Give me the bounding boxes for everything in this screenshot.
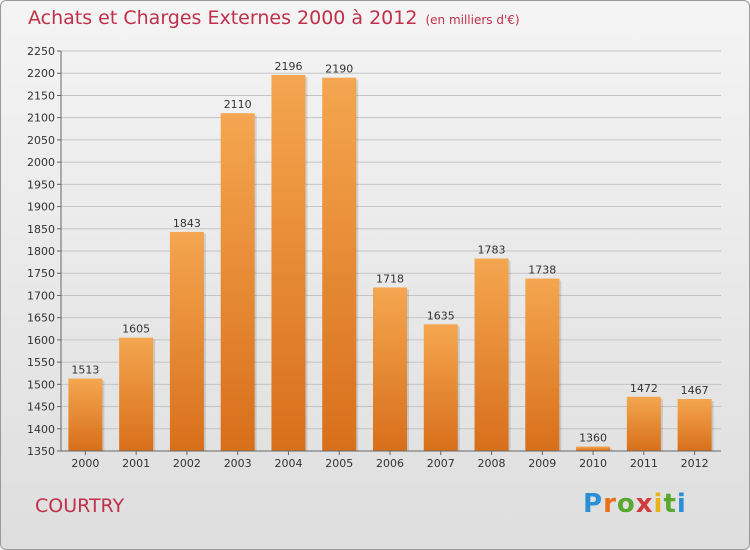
y-tick-label: 1800 <box>27 245 55 258</box>
y-tick-label: 2150 <box>27 89 55 102</box>
bar-value-label: 2196 <box>274 60 302 73</box>
y-tick-label: 2000 <box>27 156 55 169</box>
bar-value-label: 1738 <box>528 264 556 277</box>
bars: 1513 1605 1843 2110 2196 2190 1718 1635 1783 1738… <box>68 60 714 452</box>
y-tick-label: 1700 <box>27 289 55 302</box>
bar-2002 <box>169 231 204 451</box>
y-tick-label: 1550 <box>27 356 55 369</box>
x-tick-label: 2012 <box>681 457 709 470</box>
x-tick-label: 2007 <box>427 457 455 470</box>
chart-title-text: Achats et Charges Externes 2000 à 2012 <box>28 7 418 29</box>
y-tick-label: 1750 <box>27 267 55 280</box>
proxiti-logo: Proxiti <box>583 489 687 519</box>
x-tick-label: 2000 <box>71 457 99 470</box>
x-tick-label: 2006 <box>376 457 404 470</box>
bar-2006 <box>373 287 407 451</box>
bar-2003 <box>220 113 255 451</box>
bar-value-label: 2110 <box>224 98 252 111</box>
bar-value-label: 1635 <box>427 309 455 322</box>
chart-unit: (en milliers d'€) <box>425 13 520 27</box>
y-tick-label: 2050 <box>27 134 55 147</box>
y-tick-label: 2250 <box>27 45 55 58</box>
y-tick-label: 1900 <box>27 201 55 214</box>
y-tick-label: 1650 <box>27 312 55 325</box>
bar-2011 <box>626 396 661 451</box>
y-tick-label: 1950 <box>27 178 55 191</box>
bar-value-label: 1783 <box>478 244 506 257</box>
y-tick-label: 1500 <box>27 378 55 391</box>
bar-2001 <box>119 337 154 451</box>
bar-2008 <box>474 258 509 451</box>
bar-2000 <box>68 378 103 451</box>
y-tick-label: 1400 <box>27 423 55 436</box>
bar-value-label: 1843 <box>173 217 201 230</box>
y-tick-label: 1350 <box>27 445 55 458</box>
y-tick-label: 1850 <box>27 223 55 236</box>
x-tick-label: 2011 <box>630 457 658 470</box>
bar-2010 <box>576 446 611 451</box>
x-tick-label: 2010 <box>579 457 607 470</box>
x-tick-label: 2009 <box>528 457 556 470</box>
chart-title: Achats et Charges Externes 2000 à 2012 (e… <box>28 7 520 29</box>
x-tick-label: 2003 <box>224 457 252 470</box>
y-tick-label: 2200 <box>27 67 55 80</box>
y-tick-label: 1450 <box>27 401 55 414</box>
bar-value-label: 1467 <box>681 384 709 397</box>
x-tick-label: 2005 <box>325 457 353 470</box>
x-tick-label: 2004 <box>274 457 302 470</box>
axes: 1350 1400 1450 1500 1550 1600 1650 1700 1750 1800… <box>27 45 721 470</box>
y-tick-label: 1600 <box>27 334 55 347</box>
bar-value-label: 2190 <box>325 63 353 76</box>
bar-2007 <box>423 324 458 451</box>
bar-value-label: 1472 <box>630 382 658 395</box>
x-tick-label: 2008 <box>478 457 506 470</box>
bar-value-label: 1360 <box>579 432 607 445</box>
bar-2009 <box>525 278 560 451</box>
bar-2012 <box>677 399 712 451</box>
bar-2004 <box>271 75 306 451</box>
y-tick-label: 2100 <box>27 112 55 125</box>
x-tick-label: 2002 <box>173 457 201 470</box>
bar-value-label: 1605 <box>122 323 150 336</box>
bar-2005 <box>322 77 357 452</box>
city-name: COURTRY <box>35 495 125 517</box>
bar-value-label: 1513 <box>71 364 99 377</box>
x-tick-label: 2001 <box>122 457 150 470</box>
bar-value-label: 1718 <box>376 272 404 285</box>
